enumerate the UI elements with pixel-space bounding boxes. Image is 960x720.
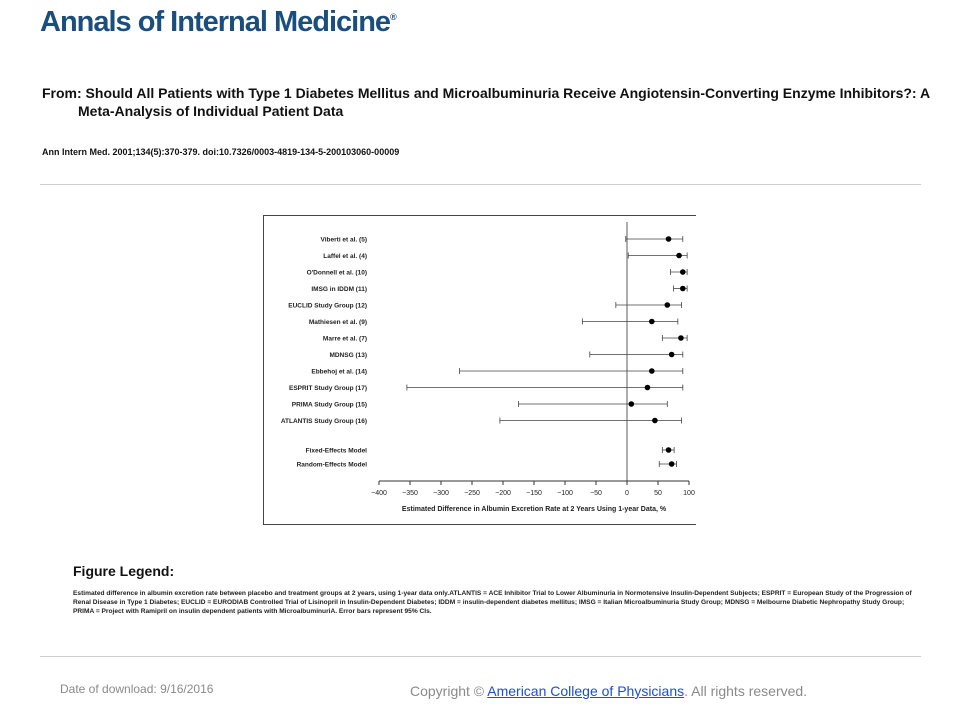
x-tick-label: −400: [371, 490, 387, 497]
x-tick-label: −50: [590, 490, 602, 497]
point-estimate: [644, 384, 651, 391]
copyright-notice: Copyright © American College of Physicia…: [410, 683, 808, 699]
x-axis-title: Estimated Difference in Albumin Excretio…: [402, 506, 667, 513]
x-tick-label: −300: [433, 490, 449, 497]
study-label: PRIMA Study Group (15): [292, 402, 367, 409]
top-divider: [40, 184, 921, 185]
point-estimate: [628, 401, 635, 407]
study-label: Ebbehoj et al. (14): [311, 369, 367, 376]
study-label: ATLANTIS Study Group (16): [281, 418, 367, 425]
x-tick-label: 0: [625, 490, 629, 497]
point-estimate: [649, 368, 655, 374]
article-title: From: Should All Patients with Type 1 Di…: [42, 85, 930, 119]
forest-plot: −400 −350 −300 −250 −200 −150 −100 −50 0 50 100 Est…: [281, 222, 695, 513]
point-estimate: [665, 236, 672, 242]
study-label: Laffel et al. (4): [323, 253, 367, 260]
point-estimate: [652, 417, 658, 424]
study-label: O'Donnell et al. (10): [307, 270, 367, 277]
x-tick-label: −200: [495, 490, 511, 497]
publisher-link[interactable]: American College of Physicians: [487, 683, 685, 699]
journal-logo: Annals of Internal Medicine®: [40, 6, 397, 38]
registered-mark: ®: [390, 12, 397, 22]
study-label: Mathiesen et al. (9): [309, 319, 367, 326]
x-tick-label: −350: [402, 490, 418, 497]
point-estimate: [668, 351, 675, 358]
figure-legend-heading: Figure Legend:: [73, 563, 175, 579]
study-label: IMSG in IDDM (11): [311, 286, 367, 293]
point-estimate: [678, 335, 684, 341]
download-date: Date of download: 9/16/2016: [60, 682, 214, 696]
x-tick-label: −100: [557, 490, 573, 497]
study-label: Random-Effects Model: [297, 462, 368, 469]
point-estimate: [680, 285, 686, 292]
point-estimate: [649, 318, 655, 325]
forest-plot-figure: −400 −350 −300 −250 −200 −150 −100 −50 0 50 100 Est…: [263, 215, 696, 525]
study-label: ESPRIT Study Group (17): [289, 385, 367, 392]
point-estimate: [676, 252, 682, 259]
x-tick-label: 100: [683, 490, 695, 497]
study-label: Viberti et al. (5): [321, 237, 367, 244]
point-estimate: [668, 461, 675, 467]
x-tick-label: −250: [464, 490, 480, 497]
study-label: Marre et al. (7): [323, 336, 367, 343]
bottom-divider: [40, 656, 921, 657]
x-tick-label: 50: [654, 490, 662, 497]
article-citation: Ann Intern Med. 2001;134(5):370-379. doi…: [42, 147, 400, 157]
figure-legend-text: Estimated difference in albumin excretio…: [73, 590, 912, 615]
point-estimate: [665, 447, 672, 453]
study-label: Fixed-Effects Model: [306, 448, 368, 455]
point-estimate: [680, 269, 686, 275]
x-tick-label: −150: [526, 490, 542, 497]
point-estimate: [664, 302, 671, 308]
study-label: MDNSG (13): [329, 352, 367, 359]
study-label: EUCLID Study Group (12): [288, 303, 367, 310]
